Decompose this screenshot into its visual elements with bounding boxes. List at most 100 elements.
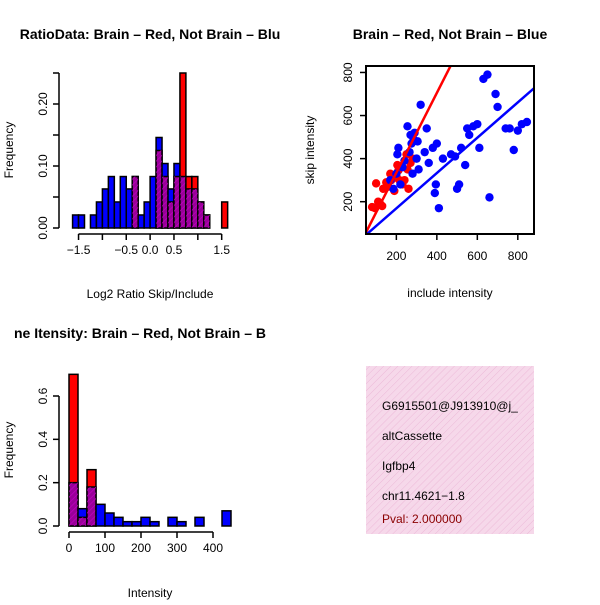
info-box: G6915501@J913910@j_ altCassette Igfbp4 c… xyxy=(366,366,534,534)
scatter-point xyxy=(505,124,514,133)
histogram-bar xyxy=(125,188,133,229)
scatter-point xyxy=(371,179,381,188)
y-tick-label: 0.2 xyxy=(36,474,50,491)
intensity-histogram: ne Itensity: Brain – Red, Not Brain – B … xyxy=(2,325,266,600)
info-pval: Pval: 2.000000 xyxy=(382,512,462,526)
x-tick-label: 800 xyxy=(508,249,528,263)
x-tick-label: 0 xyxy=(66,541,73,555)
intensity-histogram-xlabel: Intensity xyxy=(128,586,173,600)
scatter-point xyxy=(473,119,482,129)
histogram-overlap-hatch xyxy=(191,188,198,228)
scatter-point xyxy=(509,145,518,155)
y-tick-label: 0.6 xyxy=(36,387,50,404)
scatter-point xyxy=(491,89,500,99)
ratio-histogram-ylabel: Frequency xyxy=(2,122,16,179)
scatter-point xyxy=(431,180,441,189)
y-tick-label: 200 xyxy=(341,191,355,211)
info-gene: Igfbp4 xyxy=(382,459,416,473)
scatter-point xyxy=(420,147,429,157)
histogram-bar xyxy=(77,214,86,229)
histogram-bar xyxy=(131,520,142,527)
histogram-overlap-hatch xyxy=(203,214,210,228)
scatter-point xyxy=(413,137,422,146)
ratio-histogram-xlabel: Log2 Ratio Skip/Include xyxy=(87,287,214,301)
scatter-point xyxy=(412,154,421,163)
scatter-point xyxy=(394,143,403,153)
scatter-point xyxy=(396,180,405,189)
intensity-histogram-ylabel: Frequency xyxy=(2,422,16,479)
y-tick-label: 600 xyxy=(341,105,355,125)
histogram-bar xyxy=(143,201,151,229)
scatter-point xyxy=(465,130,474,140)
x-tick-label: 600 xyxy=(467,249,487,263)
scatter-point xyxy=(513,126,523,135)
intensity-scatter-plot: 200 400 600 800 200 400 600 800 xyxy=(341,62,535,263)
histogram-bar xyxy=(140,516,151,527)
histogram-overlap-hatch xyxy=(156,150,163,228)
ratio-histogram-title: RatioData: Brain – Red, Not Brain – Blu xyxy=(20,26,281,42)
histogram-bar xyxy=(95,503,106,527)
x-tick-label: 100 xyxy=(95,541,115,555)
y-tick-label: 800 xyxy=(341,62,355,82)
info-location: chr11.4621−1.8 xyxy=(382,489,465,503)
scatter-point xyxy=(389,184,398,193)
histogram-bar xyxy=(95,201,104,229)
histogram-overlap-hatch xyxy=(78,517,87,526)
intensity-scatter-xlabel: include intensity xyxy=(407,286,492,300)
histogram-overlap-hatch xyxy=(87,487,96,526)
scatter-point xyxy=(414,165,423,174)
histogram-overlap-hatch xyxy=(69,482,78,526)
histogram-overlap-hatch xyxy=(197,201,204,228)
intensity-histogram-bars xyxy=(68,373,232,527)
histogram-bar xyxy=(119,175,128,229)
x-tick-label: −1.5 xyxy=(67,243,91,257)
scatter-point xyxy=(483,70,492,79)
histogram-bar xyxy=(194,516,205,527)
histogram-overlap-hatch xyxy=(185,188,192,228)
x-tick-label: 200 xyxy=(131,541,151,555)
scatter-point xyxy=(422,124,431,133)
info-id: G6915501@J913910@j_ xyxy=(382,399,518,413)
histogram-bar xyxy=(101,188,110,229)
x-tick-label: 0.0 xyxy=(142,243,159,257)
scatter-point xyxy=(485,193,494,202)
y-tick-label: 0.0 xyxy=(36,517,50,534)
scatter-point xyxy=(522,117,532,127)
histogram-bar xyxy=(149,520,160,527)
ratio-histogram-axes: −1.5 −0.5 0.5 1.5 0.0 0.00 0.10 0.20 xyxy=(36,72,230,257)
histogram-bar xyxy=(220,201,229,229)
intensity-histogram-axes: 0 100 200 300 400 0.0 0.2 0.4 0.6 xyxy=(36,387,223,555)
histogram-bar xyxy=(176,520,187,527)
fit-line xyxy=(366,66,452,233)
scatter-point xyxy=(416,100,425,109)
histogram-overlap-hatch xyxy=(132,176,139,228)
x-tick-label: 300 xyxy=(167,541,187,555)
x-tick-label: 1.5 xyxy=(213,243,230,257)
histogram-bar xyxy=(149,175,157,229)
scatter-point xyxy=(493,102,502,112)
info-box-hatch xyxy=(366,366,534,534)
histogram-bar xyxy=(104,512,115,527)
histogram-overlap-hatch xyxy=(168,201,174,228)
scatter-point xyxy=(408,169,417,178)
scatter-point xyxy=(460,160,470,170)
histogram-bar xyxy=(113,201,122,229)
histogram-bar xyxy=(221,510,232,527)
histogram-bar xyxy=(113,516,124,527)
ratio-histogram: RatioData: Brain – Red, Not Brain – Blu … xyxy=(2,26,280,301)
intensity-scatter: Brain – Red, Not Brain – Blue 200 400 600 8… xyxy=(303,26,548,300)
y-tick-label: 0.4 xyxy=(36,431,50,448)
x-tick-label: −0.5 xyxy=(114,243,138,257)
histogram-overlap-hatch xyxy=(179,176,186,228)
scatter-point xyxy=(430,188,440,198)
scatter-point xyxy=(475,143,484,153)
histogram-bar xyxy=(89,214,98,229)
scatter-point xyxy=(393,150,402,159)
intensity-histogram-title: ne Itensity: Brain – Red, Not Brain – B xyxy=(14,325,266,341)
intensity-scatter-title: Brain – Red, Not Brain – Blue xyxy=(353,26,548,42)
info-event-type: altCassette xyxy=(382,429,442,443)
y-tick-label: 0.20 xyxy=(36,92,50,116)
scatter-frame xyxy=(365,65,535,235)
y-tick-label: 0.10 xyxy=(36,154,50,178)
